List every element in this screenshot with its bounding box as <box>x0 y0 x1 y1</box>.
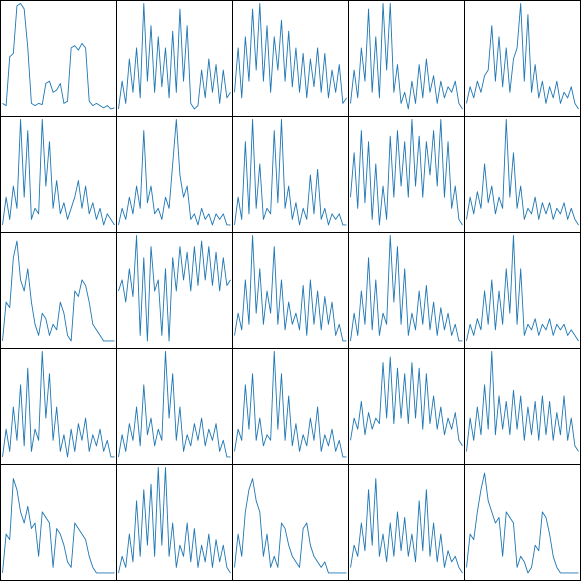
line <box>466 3 579 110</box>
plot-frame <box>0 0 117 117</box>
line <box>466 235 579 342</box>
plot-frame <box>348 232 465 349</box>
plot-frame <box>0 348 117 465</box>
plot-frame <box>116 116 233 233</box>
plot-frame <box>232 348 349 465</box>
plot-frame <box>0 464 117 581</box>
line <box>2 3 115 110</box>
plot-frame <box>116 232 233 349</box>
plot-frame <box>348 464 465 581</box>
line <box>2 240 115 342</box>
line <box>234 3 347 104</box>
line <box>234 478 347 574</box>
line <box>466 472 579 574</box>
line <box>350 356 463 447</box>
line <box>118 467 231 574</box>
line <box>466 119 579 226</box>
plot-frame <box>464 464 581 581</box>
line <box>118 351 231 458</box>
plot-frame <box>464 232 581 349</box>
line <box>2 119 115 226</box>
plot-frame <box>464 116 581 233</box>
plot-frame <box>464 0 581 117</box>
line <box>350 119 463 226</box>
line <box>118 3 231 110</box>
line <box>350 3 463 110</box>
line <box>2 478 115 574</box>
line <box>118 235 231 342</box>
plot-frame <box>232 464 349 581</box>
line <box>234 235 347 342</box>
line <box>350 235 463 342</box>
line <box>234 351 347 458</box>
plot-frame <box>232 116 349 233</box>
plot-frame <box>348 348 465 465</box>
line <box>234 119 347 226</box>
line <box>118 119 231 226</box>
line <box>2 351 115 458</box>
line <box>350 478 463 574</box>
plot-frame <box>116 464 233 581</box>
line <box>466 351 579 452</box>
